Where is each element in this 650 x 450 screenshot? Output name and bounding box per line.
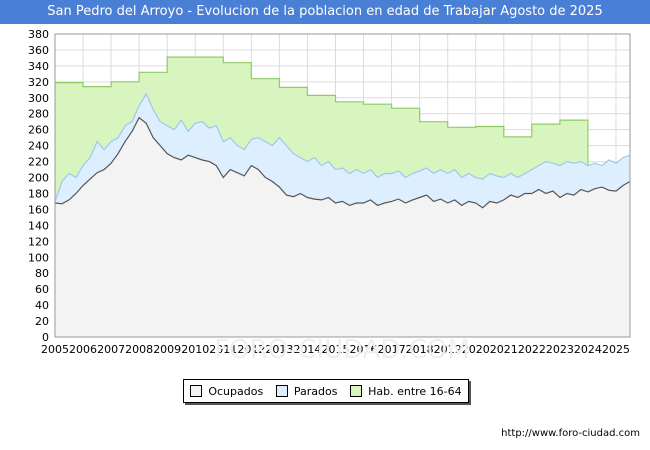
- y-tick-340: 340: [28, 60, 49, 73]
- x-tick-2022: 2022: [518, 343, 546, 356]
- x-tick-2012: 2012: [237, 343, 265, 356]
- legend-label-parados: Parados: [293, 384, 338, 398]
- x-tick-2013: 2013: [265, 343, 293, 356]
- x-tick-2025: 2025: [602, 343, 630, 356]
- x-tick-2017: 2017: [378, 343, 406, 356]
- legend-item-parados: Parados: [275, 384, 338, 398]
- y-tick-180: 180: [28, 187, 49, 200]
- y-tick-80: 80: [35, 267, 49, 280]
- legend-swatch-hab: [350, 385, 363, 397]
- legend-label-ocupados: Ocupados: [208, 384, 264, 398]
- x-tick-2005: 2005: [41, 343, 69, 356]
- axes: [54, 33, 631, 338]
- y-tick-40: 40: [35, 299, 49, 312]
- x-tick-2020: 2020: [462, 343, 490, 356]
- x-tick-2006: 2006: [69, 343, 97, 356]
- y-tick-240: 240: [28, 140, 49, 153]
- x-tick-2010: 2010: [181, 343, 209, 356]
- watermark: FORO-CIUDAD.COM: [214, 335, 470, 365]
- y-tick-160: 160: [28, 203, 49, 216]
- x-tick-2021: 2021: [490, 343, 518, 356]
- y-tick-280: 280: [28, 108, 49, 121]
- x-tick-2007: 2007: [97, 343, 125, 356]
- y-tick-200: 200: [28, 172, 49, 185]
- area-ocupados: [55, 117, 630, 337]
- legend-item-ocupados: Ocupados: [190, 385, 263, 398]
- x-tick-2014: 2014: [293, 343, 321, 356]
- x-tick-2024: 2024: [574, 343, 602, 356]
- y-tick-260: 260: [28, 124, 49, 137]
- source-link[interactable]: http://www.foro-ciudad.com: [501, 428, 640, 439]
- y-tick-220: 220: [28, 156, 49, 169]
- y-tick-120: 120: [28, 235, 49, 248]
- x-tick-2015: 2015: [321, 343, 349, 356]
- legend: Ocupados Parados Hab. entre 16-64: [183, 379, 469, 403]
- y-tick-labels: 0 20 40 60 80 100 120 140 160 180 200 220 240 260 280 3…: [28, 28, 49, 344]
- legend-swatch-parados: [275, 385, 288, 397]
- y-tick-0: 0: [42, 331, 49, 344]
- chart-title: San Pedro del Arroyo - Evolucion de la p…: [0, 0, 650, 24]
- x-tick-2019: 2019: [434, 343, 462, 356]
- x-tick-labels: 2005 2006 2007 2008 2009 2010 2011 2012 2013 2014…: [41, 343, 630, 356]
- legend-swatch-ocupados: [190, 385, 203, 397]
- x-tick-2011: 2011: [209, 343, 237, 356]
- legend-item-hab: Hab. entre 16-64: [350, 385, 462, 398]
- y-tick-100: 100: [28, 251, 49, 264]
- x-tick-2016: 2016: [350, 343, 378, 356]
- y-tick-300: 300: [28, 92, 49, 105]
- y-tick-360: 360: [28, 44, 49, 57]
- line-parados: [54, 92, 631, 202]
- x-tick-2009: 2009: [153, 343, 181, 356]
- legend-label-hab: Hab. entre 16-64: [368, 384, 462, 398]
- line-ocupados: [54, 116, 631, 209]
- plot-border: [54, 33, 631, 338]
- x-tick-2018: 2018: [406, 343, 434, 356]
- series-areas: [54, 56, 631, 337]
- x-tick-2023: 2023: [546, 343, 574, 356]
- y-tick-20: 20: [35, 315, 49, 328]
- line-hab: [55, 56, 589, 166]
- x-tick-2008: 2008: [125, 343, 153, 356]
- y-tick-320: 320: [28, 76, 49, 89]
- y-tick-380: 380: [28, 28, 49, 41]
- y-tick-140: 140: [28, 219, 49, 232]
- y-tick-60: 60: [35, 283, 49, 296]
